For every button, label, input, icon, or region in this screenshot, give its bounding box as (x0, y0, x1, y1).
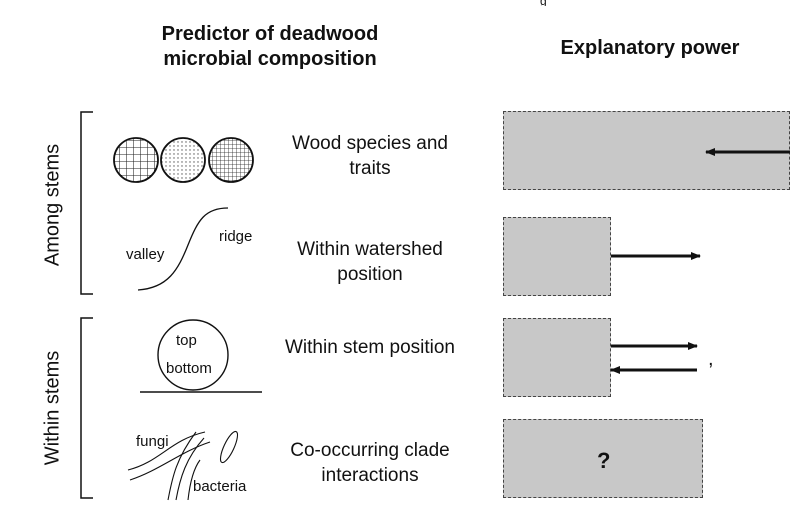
icon-label-fungi: fungi (136, 433, 169, 450)
icon-label-bacteria: bacteria (193, 478, 247, 495)
header-explanatory-power: Explanatory power (560, 37, 740, 59)
bracket-within-stems (80, 317, 93, 499)
power-box-watershed (503, 217, 611, 296)
watershed-slope-icon (137, 207, 229, 291)
microbe-interaction-icon (127, 430, 239, 501)
unknown-power-question-mark: ? (597, 448, 611, 473)
cropped-text-fragment: g (540, 0, 580, 6)
predictor-label-wood-species: Wood species and traits (292, 133, 448, 179)
power-box-stem-position (503, 318, 611, 397)
icon-label-valley: valley (126, 246, 165, 263)
predictor-label-clade-interactions: Co-occurring clade interactions (290, 440, 450, 486)
predictor-label-watershed: Within watershed position (297, 239, 443, 285)
icon-label-ridge: ridge (219, 228, 253, 245)
comma-mark: , (708, 348, 714, 370)
header-predictor: Predictor of deadwood microbial composit… (161, 23, 379, 70)
power-box-clade-interactions (503, 419, 703, 498)
wood-cross-sections-icon (113, 137, 254, 183)
icon-label-bottom: bottom (166, 360, 212, 377)
icon-label-top: top (176, 332, 197, 349)
bracket-among-stems (80, 111, 93, 295)
stem-cross-section-icon (140, 319, 262, 393)
predictor-label-stem-position: Within stem position (284, 337, 455, 358)
